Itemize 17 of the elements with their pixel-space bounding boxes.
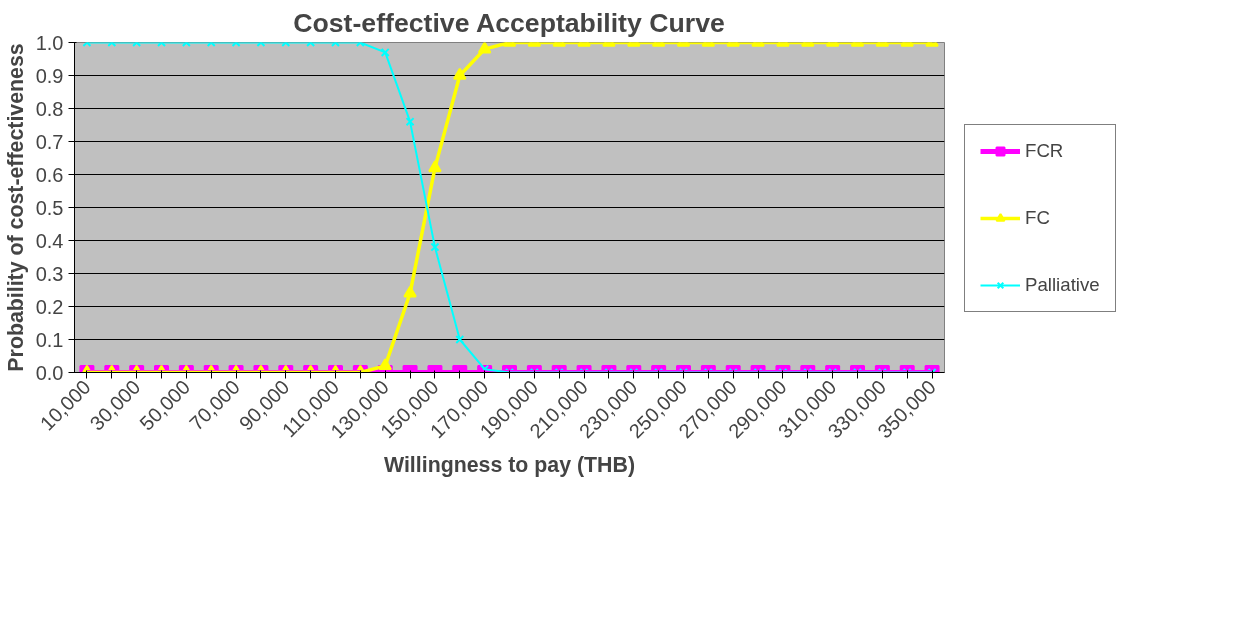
- chart-title: Cost-effective Acceptability Curve: [293, 7, 725, 38]
- y-axis-title: Probability of cost-effectiveness: [3, 43, 28, 372]
- y-tick-label: 0.3: [35, 262, 64, 285]
- legend-label: Palliative: [1025, 274, 1100, 296]
- y-tick-label: 0.6: [35, 163, 64, 186]
- x-axis-title: Willingness to pay (THB): [383, 452, 636, 477]
- y-tick-label: 0.5: [35, 196, 64, 219]
- y-tick-label: 0.9: [35, 64, 64, 87]
- y-tick-label: 0.2: [35, 295, 64, 318]
- legend-label: FC: [1025, 207, 1050, 229]
- y-tick-label: 0.8: [35, 97, 64, 120]
- y-tick-label: 0.0: [35, 361, 64, 384]
- y-tick-label: 0.7: [35, 130, 64, 153]
- y-tick-label: 0.1: [35, 328, 64, 351]
- y-tick-label: 1.0: [35, 31, 64, 54]
- y-tick-label: 0.4: [35, 229, 64, 252]
- legend-label: FCR: [1025, 140, 1064, 162]
